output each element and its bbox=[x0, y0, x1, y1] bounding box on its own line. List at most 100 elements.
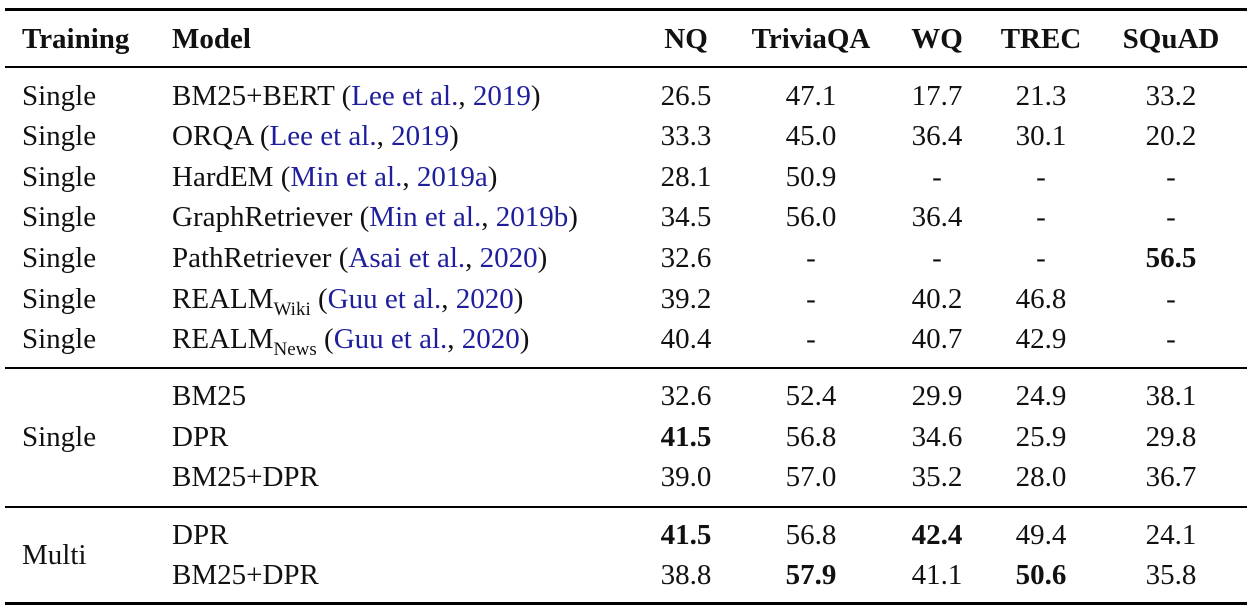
trec-cell: 30.1 bbox=[1015, 120, 1067, 152]
trec-cell: - bbox=[1036, 242, 1046, 274]
wq-cell: - bbox=[932, 242, 942, 274]
squad-cell: 24.1 bbox=[1145, 519, 1197, 551]
section-rule-2 bbox=[5, 506, 1247, 508]
squad-cell: 38.1 bbox=[1145, 380, 1197, 412]
triviaqa-cell: 45.0 bbox=[785, 120, 837, 152]
model-name: PathRetriever bbox=[172, 242, 332, 274]
citation-link[interactable]: Lee et al. bbox=[269, 120, 377, 152]
squad-cell: 56.5 bbox=[1145, 242, 1197, 274]
triviaqa-cell: 56.8 bbox=[785, 421, 837, 453]
citation-link[interactable]: Min et al. bbox=[290, 161, 403, 193]
model-cell: DPR bbox=[172, 421, 229, 453]
wq-cell: 17.7 bbox=[911, 80, 963, 112]
model-subscript: Wiki bbox=[273, 299, 311, 320]
squad-cell: - bbox=[1166, 283, 1176, 315]
trec-cell: 28.0 bbox=[1015, 461, 1067, 493]
header-nq: NQ bbox=[664, 23, 708, 55]
training-cell: Single bbox=[22, 242, 97, 274]
model-cell: HardEM (Min et al., 2019a) bbox=[172, 161, 498, 193]
model-cell: BM25+BERT (Lee et al., 2019) bbox=[172, 80, 541, 112]
triviaqa-cell: - bbox=[806, 283, 816, 315]
model-cell: BM25+DPR bbox=[172, 461, 319, 493]
model-name: REALM bbox=[172, 283, 274, 315]
group-training-multi: Multi bbox=[22, 539, 87, 571]
header-triviaqa: TriviaQA bbox=[751, 23, 871, 55]
nq-cell: 32.6 bbox=[660, 242, 712, 274]
triviaqa-cell: 56.0 bbox=[785, 201, 837, 233]
training-cell: Single bbox=[22, 80, 97, 112]
training-cell: Single bbox=[22, 323, 97, 355]
trec-cell: 42.9 bbox=[1015, 323, 1067, 355]
squad-cell: 36.7 bbox=[1145, 461, 1197, 493]
model-name: HardEM bbox=[172, 161, 274, 193]
squad-cell: 35.8 bbox=[1145, 559, 1197, 591]
model-cell: PathRetriever (Asai et al., 2020) bbox=[172, 242, 548, 274]
triviaqa-cell: 57.9 bbox=[785, 559, 837, 591]
triviaqa-cell: 52.4 bbox=[785, 380, 837, 412]
trec-cell: - bbox=[1036, 161, 1046, 193]
nq-cell: 33.3 bbox=[660, 120, 712, 152]
citation-link[interactable]: Asai et al. bbox=[348, 242, 466, 274]
nq-cell: 38.8 bbox=[660, 559, 712, 591]
triviaqa-cell: 47.1 bbox=[785, 80, 837, 112]
model-name: REALM bbox=[172, 323, 274, 355]
trec-cell: 50.6 bbox=[1015, 559, 1067, 591]
header-rule bbox=[5, 66, 1247, 68]
wq-cell: 36.4 bbox=[911, 120, 963, 152]
wq-cell: 40.7 bbox=[911, 323, 963, 355]
citation-year-link[interactable]: 2020 bbox=[461, 323, 520, 355]
triviaqa-cell: 57.0 bbox=[785, 461, 837, 493]
nq-cell: 32.6 bbox=[660, 380, 712, 412]
trec-cell: 25.9 bbox=[1015, 421, 1067, 453]
nq-cell: 26.5 bbox=[660, 80, 712, 112]
wq-cell: 35.2 bbox=[911, 461, 963, 493]
citation-link[interactable]: Min et al. bbox=[369, 201, 482, 233]
trec-cell: 24.9 bbox=[1015, 380, 1067, 412]
wq-cell: 41.1 bbox=[911, 559, 963, 591]
squad-cell: - bbox=[1166, 161, 1176, 193]
citation-link[interactable]: Lee et al. bbox=[351, 80, 459, 112]
nq-cell: 40.4 bbox=[660, 323, 712, 355]
nq-cell: 39.0 bbox=[660, 461, 712, 493]
wq-cell: 36.4 bbox=[911, 201, 963, 233]
citation-year-link[interactable]: 2019b bbox=[495, 201, 569, 233]
trec-cell: 46.8 bbox=[1015, 283, 1067, 315]
nq-cell: 41.5 bbox=[660, 519, 712, 551]
wq-cell: 40.2 bbox=[911, 283, 963, 315]
citation-link[interactable]: Guu et al. bbox=[327, 283, 442, 315]
model-name: ORQA bbox=[172, 120, 253, 152]
triviaqa-cell: 50.9 bbox=[785, 161, 837, 193]
model-cell: REALMNews (Guu et al., 2020) bbox=[172, 323, 530, 360]
model-name: BM25+BERT bbox=[172, 80, 335, 112]
wq-cell: - bbox=[932, 161, 942, 193]
training-cell: Single bbox=[22, 161, 97, 193]
model-cell: DPR bbox=[172, 519, 229, 551]
trec-cell: 49.4 bbox=[1015, 519, 1067, 551]
header-wq: WQ bbox=[911, 23, 963, 55]
header-trec: TREC bbox=[1000, 23, 1082, 55]
nq-cell: 41.5 bbox=[660, 421, 712, 453]
citation-year-link[interactable]: 2019 bbox=[391, 120, 450, 152]
header-training: Training bbox=[22, 23, 130, 55]
training-cell: Single bbox=[22, 201, 97, 233]
triviaqa-cell: 56.8 bbox=[785, 519, 837, 551]
top-rule bbox=[5, 8, 1247, 11]
triviaqa-cell: - bbox=[806, 323, 816, 355]
squad-cell: - bbox=[1166, 201, 1176, 233]
header-squad: SQuAD bbox=[1122, 23, 1220, 55]
model-cell: REALMWiki (Guu et al., 2020) bbox=[172, 283, 524, 320]
triviaqa-cell: - bbox=[806, 242, 816, 274]
model-subscript: News bbox=[273, 339, 317, 360]
squad-cell: - bbox=[1166, 323, 1176, 355]
model-cell: GraphRetriever (Min et al., 2019b) bbox=[172, 201, 578, 233]
trec-cell: - bbox=[1036, 201, 1046, 233]
citation-link[interactable]: Guu et al. bbox=[333, 323, 448, 355]
squad-cell: 29.8 bbox=[1145, 421, 1197, 453]
model-cell: BM25 bbox=[172, 380, 247, 412]
model-cell: ORQA (Lee et al., 2019) bbox=[172, 120, 459, 152]
wq-cell: 34.6 bbox=[911, 421, 963, 453]
citation-year-link[interactable]: 2020 bbox=[479, 242, 538, 274]
citation-year-link[interactable]: 2020 bbox=[455, 283, 514, 315]
citation-year-link[interactable]: 2019 bbox=[472, 80, 531, 112]
citation-year-link[interactable]: 2019a bbox=[416, 161, 488, 193]
